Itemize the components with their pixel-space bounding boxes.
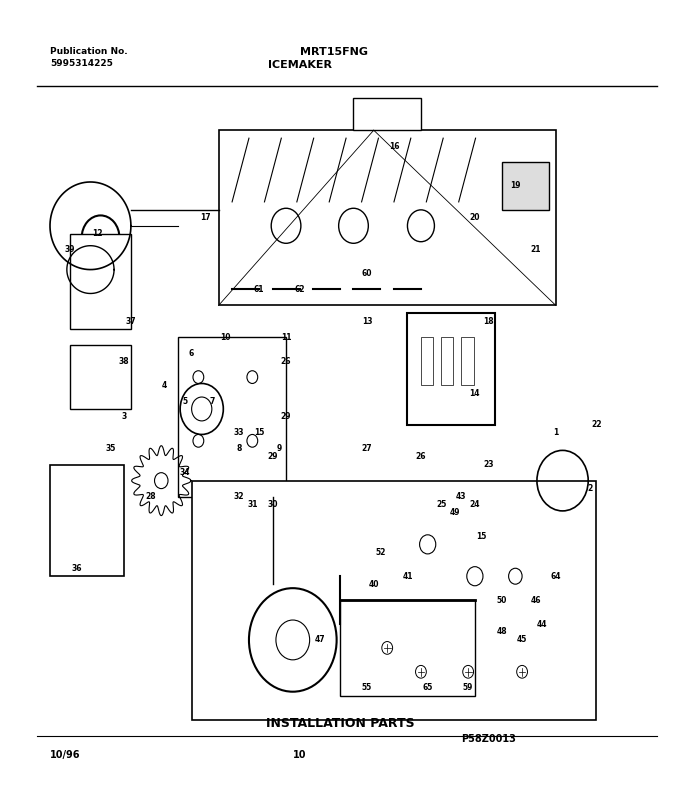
Text: 60: 60 (362, 269, 372, 278)
Text: 45: 45 (517, 635, 527, 645)
Text: 34: 34 (180, 468, 190, 477)
Text: 31: 31 (247, 500, 258, 509)
Bar (70, 345, 131, 409)
Text: 27: 27 (362, 444, 372, 453)
Text: 46: 46 (530, 596, 541, 605)
Text: 26: 26 (415, 452, 426, 461)
Text: P58Z0013: P58Z0013 (462, 735, 516, 744)
Text: 5: 5 (182, 396, 188, 406)
FancyBboxPatch shape (502, 162, 549, 210)
Text: 29: 29 (281, 412, 291, 421)
Text: 26: 26 (281, 357, 291, 366)
Text: 22: 22 (591, 420, 602, 429)
Bar (340, 600, 475, 695)
Text: 55: 55 (362, 683, 372, 692)
Text: 65: 65 (422, 683, 433, 692)
Text: 35: 35 (105, 444, 116, 453)
Text: 37: 37 (126, 317, 136, 326)
Text: 59: 59 (463, 683, 473, 692)
FancyBboxPatch shape (218, 130, 556, 306)
Text: 19: 19 (510, 181, 521, 190)
Bar (441, 338, 454, 385)
Text: 39: 39 (65, 245, 75, 254)
Text: 9: 9 (277, 444, 282, 453)
Text: 33: 33 (234, 428, 244, 437)
Text: INSTALLATION PARTS: INSTALLATION PARTS (266, 717, 414, 730)
Text: 41: 41 (402, 572, 413, 581)
Text: 40: 40 (369, 580, 379, 589)
Text: 64: 64 (551, 572, 561, 581)
Text: 36: 36 (71, 564, 82, 573)
Text: 30: 30 (267, 500, 278, 509)
Text: 24: 24 (470, 500, 480, 509)
Text: 11: 11 (281, 333, 291, 342)
Bar (178, 338, 286, 496)
Text: Publication No.: Publication No. (50, 47, 128, 55)
Bar (50, 464, 124, 576)
Text: 29: 29 (267, 452, 278, 461)
Text: 47: 47 (314, 635, 325, 645)
Text: 50: 50 (496, 596, 507, 605)
Text: 6: 6 (189, 349, 194, 358)
Text: 49: 49 (449, 508, 460, 517)
Text: 28: 28 (146, 492, 156, 501)
Text: 15: 15 (477, 532, 487, 541)
Text: 52: 52 (375, 548, 386, 557)
Text: 5995314225: 5995314225 (50, 59, 113, 67)
Text: ICEMAKER: ICEMAKER (267, 60, 332, 70)
Bar (70, 233, 131, 330)
Text: 8: 8 (236, 444, 241, 453)
Text: 4: 4 (162, 381, 167, 390)
Bar (462, 338, 473, 385)
Text: 16: 16 (389, 142, 399, 151)
Text: 25: 25 (436, 500, 446, 509)
FancyBboxPatch shape (354, 99, 421, 130)
Text: 12: 12 (92, 229, 103, 238)
Text: 23: 23 (483, 460, 494, 469)
Text: MRT15FNG: MRT15FNG (299, 47, 367, 57)
Text: 48: 48 (496, 627, 507, 637)
Text: 10: 10 (220, 333, 231, 342)
Text: 18: 18 (483, 317, 494, 326)
Text: 61: 61 (254, 285, 265, 294)
Text: 1: 1 (554, 428, 558, 437)
Text: 21: 21 (530, 245, 541, 254)
Text: 13: 13 (362, 317, 372, 326)
Text: 14: 14 (470, 388, 480, 398)
Text: 32: 32 (234, 492, 244, 501)
Text: 10/96: 10/96 (50, 751, 80, 760)
Bar (421, 338, 433, 385)
Bar (192, 480, 596, 719)
Bar (407, 314, 495, 425)
Text: 15: 15 (254, 428, 265, 437)
Text: 38: 38 (119, 357, 129, 366)
Text: 7: 7 (209, 396, 215, 406)
Text: 10: 10 (293, 751, 306, 760)
Text: 17: 17 (200, 213, 210, 222)
Text: 43: 43 (456, 492, 466, 501)
Text: 3: 3 (122, 412, 126, 421)
Text: 2: 2 (587, 484, 592, 493)
Text: 20: 20 (470, 213, 480, 222)
Text: 62: 62 (294, 285, 305, 294)
Text: 44: 44 (537, 619, 547, 629)
